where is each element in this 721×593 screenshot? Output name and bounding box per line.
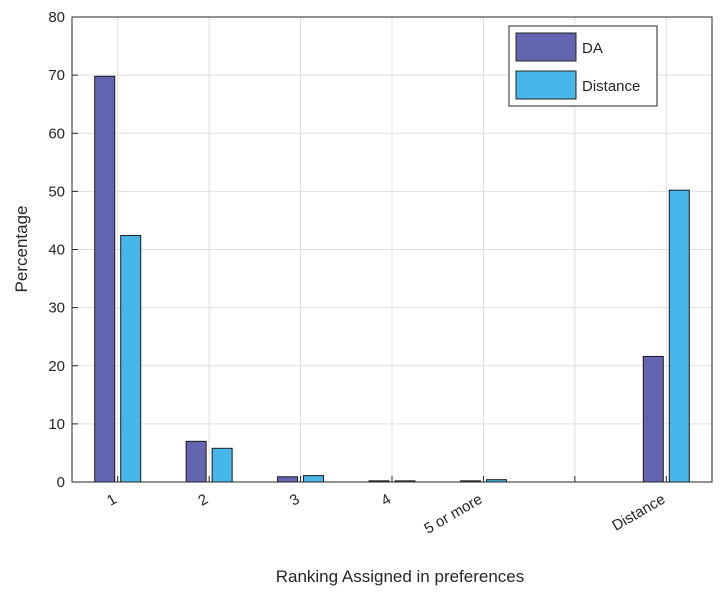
y-tick-label: 60 [48,125,65,142]
x-tick-label-distance: Distance [609,491,668,535]
x-tick-label-2: 2 [195,491,211,510]
bar-da-2 [185,440,207,483]
y-tick-label: 10 [48,416,65,433]
bar-distance-distance [668,189,690,483]
y-tick-label: 20 [48,358,65,375]
y-axis-ticks: 0 10 20 30 40 50 60 70 80 [48,9,78,491]
x-tick-label-5-or-more: 5 or more [421,491,485,538]
y-tick-label: 50 [48,183,65,200]
legend: DA Distance [508,25,658,107]
legend-label-da: DA [582,40,603,57]
bars [94,75,690,483]
y-tick-label: 30 [48,300,65,317]
x-tick-label-3: 3 [287,491,303,510]
bar-da-3 [277,476,299,483]
x-axis-ticks: 1 2 3 4 5 or more Distance [104,476,668,538]
bar-distance-2 [211,447,233,483]
grid-lines [72,16,712,483]
x-axis-title: Ranking Assigned in preferences [276,567,525,586]
bar-distance-1 [120,235,142,483]
bar-da-distance [642,355,664,483]
y-tick-label: 70 [48,67,65,84]
y-tick-label: 40 [48,242,65,259]
y-tick-label: 80 [48,9,65,26]
legend-label-distance: Distance [582,78,640,95]
y-axis-title: Percentage [12,206,31,293]
bar-da-1 [94,75,116,483]
x-tick-label-4: 4 [378,491,394,510]
bar-distance-3 [303,475,325,483]
legend-swatch-da [515,32,577,62]
x-tick-label-1: 1 [104,491,120,510]
legend-swatch-distance [515,70,577,100]
y-tick-label: 0 [57,474,65,491]
